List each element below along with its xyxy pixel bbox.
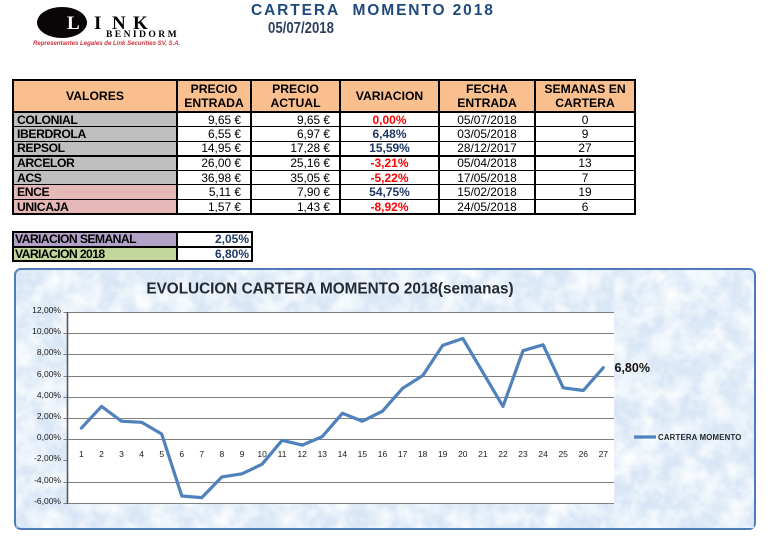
svg-text:-4,00%: -4,00%: [34, 475, 61, 485]
svg-text:4: 4: [139, 449, 144, 459]
svg-text:10,00%: 10,00%: [32, 326, 61, 336]
svg-text:12: 12: [297, 449, 307, 459]
svg-text:26: 26: [579, 449, 589, 459]
svg-text:5: 5: [159, 449, 164, 459]
svg-text:0,00%: 0,00%: [37, 432, 62, 442]
svg-text:14: 14: [338, 449, 348, 459]
svg-text:9: 9: [240, 449, 245, 459]
svg-text:7: 7: [199, 449, 204, 459]
svg-text:21: 21: [478, 449, 488, 459]
svg-text:CARTERA MOMENTO: CARTERA MOMENTO: [658, 433, 742, 442]
svg-text:20: 20: [458, 449, 468, 459]
svg-text:4,00%: 4,00%: [37, 390, 62, 400]
svg-text:6: 6: [179, 449, 184, 459]
svg-text:10: 10: [257, 449, 267, 459]
svg-text:8,00%: 8,00%: [37, 347, 62, 357]
svg-text:8: 8: [220, 449, 225, 459]
svg-text:16: 16: [378, 449, 388, 459]
svg-text:6,00%: 6,00%: [37, 369, 62, 379]
svg-text:1: 1: [79, 449, 84, 459]
svg-text:22: 22: [498, 449, 508, 459]
svg-text:2: 2: [99, 449, 104, 459]
svg-text:19: 19: [438, 449, 448, 459]
svg-text:6,80%: 6,80%: [615, 361, 650, 375]
svg-text:17: 17: [398, 449, 408, 459]
svg-text:-6,00%: -6,00%: [34, 496, 61, 506]
svg-text:27: 27: [599, 449, 609, 459]
svg-text:15: 15: [358, 449, 368, 459]
svg-text:2,00%: 2,00%: [37, 411, 62, 421]
svg-text:-2,00%: -2,00%: [34, 453, 61, 463]
svg-text:18: 18: [418, 449, 428, 459]
svg-text:23: 23: [518, 449, 528, 459]
svg-text:3: 3: [119, 449, 124, 459]
svg-text:13: 13: [318, 449, 328, 459]
svg-text:25: 25: [558, 449, 568, 459]
svg-text:11: 11: [278, 449, 287, 459]
svg-text:EVOLUCION CARTERA MOMENTO 2018: EVOLUCION CARTERA MOMENTO 2018(semanas): [146, 281, 513, 298]
svg-text:24: 24: [538, 449, 548, 459]
svg-text:12,00%: 12,00%: [32, 305, 61, 315]
